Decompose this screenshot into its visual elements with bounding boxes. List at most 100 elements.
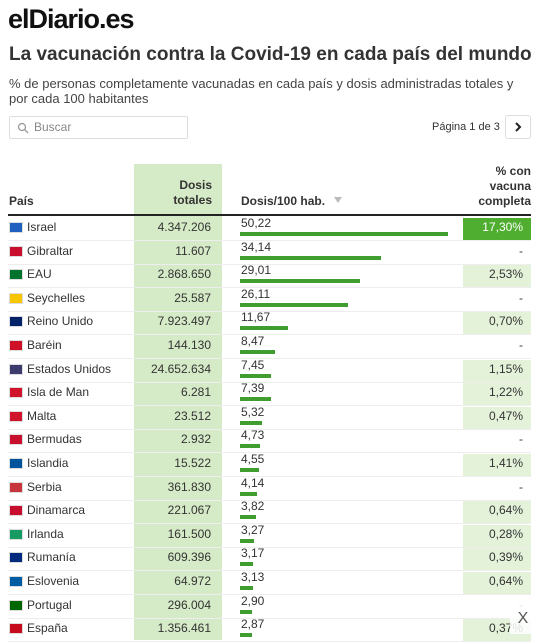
chevron-icon [515,122,522,132]
complete-bg [463,524,531,547]
flag [9,410,23,422]
per100-label: 2,90 [241,593,265,608]
column-header[interactable]: % con vacuna completa [478,164,531,208]
country: Isla de Man [27,385,90,400]
search-placeholder: Buscar [34,120,72,134]
title: La vacunación contra la Covid-19 en cada… [9,44,532,65]
complete-pct: 0,70% [488,314,523,329]
per100-bar [240,538,254,543]
flag [9,363,23,375]
per100-label: 2,87 [241,617,265,632]
complete-bg [463,406,531,429]
per100-bar [240,397,271,402]
per100-bar [240,232,448,236]
column-header[interactable]: Dosis/100 hab. [241,194,326,208]
total-doses: 6.281 [180,385,211,400]
complete-pct: 2,53% [488,267,523,282]
per100-label: 7,45 [241,357,265,372]
per100-bar [240,302,349,307]
complete-pct: 0,47% [488,408,523,423]
complete-pct: 0,64% [488,503,523,518]
logo[interactable]: elDiario.es [8,4,135,34]
country: Eslovenia [27,574,80,588]
complete-pct: 17,30% [482,220,523,234]
complete-pct: - [519,243,523,258]
country: Serbia [27,479,62,494]
sort-icon [334,197,342,203]
row-divider [8,405,531,407]
per100-label: 26,11 [241,286,271,301]
complete-pct: 1,22% [488,385,523,400]
total-doses: 609.396 [167,550,211,565]
header-rule [8,214,531,216]
complete-pct: 0,39% [488,550,523,565]
flag [9,458,23,469]
country: Portugal [27,597,72,612]
per100-label: 50,22 [241,216,272,230]
per100-label: 29,01 [241,263,272,278]
per100-label: 4,55 [241,452,265,466]
per100-bar [240,609,252,614]
complete-bg [463,312,531,335]
country: Reino Unido [27,314,94,329]
country: Islandia [27,456,69,470]
row-divider [8,499,531,501]
flag [9,576,23,587]
country: Seychelles [27,290,86,305]
search-box[interactable]: Buscar [9,116,188,139]
total-doses: 23.512 [174,408,211,423]
flag [9,316,23,328]
column-header[interactable]: Dosis totales [173,178,212,207]
per100-label: 8,47 [241,334,265,348]
total-doses: 7.923.497 [157,314,211,329]
next-page-button[interactable] [505,115,531,139]
per100-label: 7,39 [241,381,265,396]
close-button[interactable]: X [510,604,536,634]
total-doses: 11.607 [175,243,211,258]
total-doses: 4.347.206 [157,220,211,234]
complete-pct: - [519,432,523,447]
per100-bar [240,279,361,284]
per100-label: 4,14 [241,475,265,490]
total-doses: 1.356.461 [157,621,211,636]
country: Israel [27,220,57,234]
complete-pct: - [519,290,523,305]
per100-bar [240,420,263,425]
per100-bar [240,326,289,331]
subtitle: % de personas completamente vacunadas en… [9,76,514,106]
complete-pct: - [519,338,523,352]
row-divider [8,240,531,241]
flag [9,528,23,540]
pagination-label: Página 1 de 3 [432,121,500,133]
complete-bg [463,548,531,571]
complete-bg [463,359,531,382]
flag [9,552,23,564]
column-header[interactable]: País [9,194,34,208]
complete-bg [463,454,531,476]
row-divider [8,381,531,383]
row-divider [8,287,531,289]
per100-label: 3,13 [241,570,265,584]
per100-label: 4,73 [241,428,265,443]
row-divider [8,334,531,336]
complete-pct: - [519,479,523,494]
total-doses: 64.972 [174,574,211,588]
country: Malta [27,408,57,423]
total-doses: 2.868.650 [157,267,211,282]
row-divider [8,263,531,265]
total-doses: 144.130 [167,338,211,352]
complete-pct: 0,28% [488,526,523,541]
complete-bg [463,383,531,406]
complete-bg [463,218,531,240]
complete-pct: 1,41% [488,456,523,470]
total-doses: 361.830 [167,479,211,494]
row-divider [8,428,531,430]
complete-bg [463,265,531,288]
per100-bar [240,255,382,260]
total-doses: 15.522 [174,456,211,470]
per100-bar [240,491,258,496]
per100-label: 34,14 [241,239,272,254]
total-doses: 161.500 [167,526,211,541]
row-divider [8,594,531,595]
